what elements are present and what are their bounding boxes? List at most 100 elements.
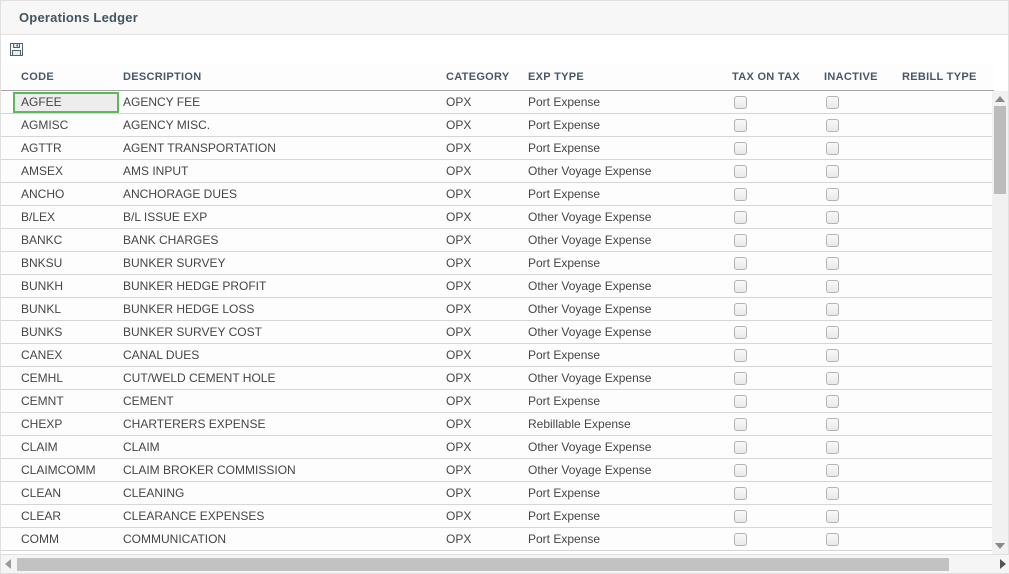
code-cell[interactable]: AGTTR — [1, 138, 123, 159]
code-cell[interactable]: COMM — [1, 529, 123, 550]
inactive-checkbox[interactable] — [826, 95, 839, 109]
scroll-right-arrow-icon[interactable] — [1000, 559, 1006, 569]
code-cell[interactable]: CLEAR — [1, 506, 123, 527]
tax-on-tax-checkbox[interactable] — [734, 463, 747, 477]
code-cell[interactable]: CLAIMCOMM — [1, 460, 123, 481]
column-header-category[interactable]: CATEGORY — [446, 71, 510, 83]
inactive-checkbox[interactable] — [826, 279, 839, 293]
description-cell[interactable]: CUT/WELD CEMENT HOLE — [123, 371, 276, 385]
exp-type-cell[interactable]: Port Expense — [528, 532, 601, 546]
category-cell[interactable]: OPX — [446, 302, 472, 316]
tax-on-tax-checkbox[interactable] — [734, 233, 747, 247]
description-cell[interactable]: BUNKER SURVEY — [123, 256, 226, 270]
tax-on-tax-checkbox[interactable] — [734, 509, 747, 523]
code-cell[interactable]: AMSEX — [1, 161, 123, 182]
code-cell-box[interactable]: CHEXP — [13, 414, 119, 435]
tax-on-tax-checkbox[interactable] — [734, 532, 747, 546]
vertical-scrollbar[interactable] — [992, 91, 1008, 554]
inactive-checkbox[interactable] — [826, 463, 839, 477]
tax-on-tax-checkbox[interactable] — [734, 118, 747, 132]
tax-on-tax-checkbox[interactable] — [734, 95, 747, 109]
code-cell-box[interactable]: BUNKL — [13, 299, 119, 320]
category-cell[interactable]: OPX — [446, 463, 472, 477]
exp-type-cell[interactable]: Port Expense — [528, 256, 601, 270]
code-cell[interactable]: CHEXP — [1, 414, 123, 435]
code-cell[interactable]: BANKC — [1, 230, 123, 251]
code-cell[interactable]: ANCHO — [1, 184, 123, 205]
exp-type-cell[interactable]: Rebillable Expense — [528, 417, 631, 431]
category-cell[interactable]: OPX — [446, 279, 472, 293]
horizontal-scrollbar[interactable] — [1, 554, 1009, 573]
code-cell[interactable]: B/LEX — [1, 207, 123, 228]
exp-type-cell[interactable]: Other Voyage Expense — [528, 164, 652, 178]
inactive-checkbox[interactable] — [826, 325, 839, 339]
description-cell[interactable]: AGENCY FEE — [123, 95, 201, 109]
category-cell[interactable]: OPX — [446, 256, 472, 270]
column-header-tax-on-tax[interactable]: TAX ON TAX — [732, 71, 800, 83]
exp-type-cell[interactable]: Other Voyage Expense — [528, 302, 652, 316]
description-cell[interactable]: CLEANING — [123, 486, 185, 500]
description-cell[interactable]: B/L ISSUE EXP — [123, 210, 208, 224]
inactive-checkbox[interactable] — [826, 532, 839, 546]
code-cell-box[interactable]: CEMHL — [13, 368, 119, 389]
category-cell[interactable]: OPX — [446, 532, 472, 546]
category-cell[interactable]: OPX — [446, 210, 472, 224]
code-cell[interactable]: CEMHL — [1, 368, 123, 389]
inactive-checkbox[interactable] — [826, 118, 839, 132]
tax-on-tax-checkbox[interactable] — [734, 141, 747, 155]
inactive-checkbox[interactable] — [826, 187, 839, 201]
column-header-inactive[interactable]: INACTIVE — [824, 71, 878, 83]
code-cell[interactable]: BUNKS — [1, 322, 123, 343]
tax-on-tax-checkbox[interactable] — [734, 302, 747, 316]
description-cell[interactable]: BUNKER HEDGE LOSS — [123, 302, 255, 316]
description-cell[interactable]: AGENCY MISC. — [123, 118, 211, 132]
code-cell[interactable]: CEMNT — [1, 391, 123, 412]
code-cell-box[interactable]: BUNKS — [13, 322, 119, 343]
code-cell-box[interactable]: CEMNT — [13, 391, 119, 412]
exp-type-cell[interactable]: Port Expense — [528, 348, 601, 362]
tax-on-tax-checkbox[interactable] — [734, 417, 747, 431]
description-cell[interactable]: CLAIM BROKER COMMISSION — [123, 463, 296, 477]
code-cell-box[interactable]: AGFEE — [13, 91, 119, 113]
scroll-down-arrow-icon[interactable] — [995, 543, 1005, 549]
horizontal-scrollbar-thumb[interactable] — [17, 558, 949, 571]
exp-type-cell[interactable]: Other Voyage Expense — [528, 233, 652, 247]
tax-on-tax-checkbox[interactable] — [734, 256, 747, 270]
code-cell[interactable]: BNKSU — [1, 253, 123, 274]
description-cell[interactable]: CHARTERERS EXPENSE — [123, 417, 266, 431]
category-cell[interactable]: OPX — [446, 371, 472, 385]
code-cell-box[interactable]: BUNKH — [13, 276, 119, 297]
tax-on-tax-checkbox[interactable] — [734, 394, 747, 408]
column-header-description[interactable]: DESCRIPTION — [123, 71, 202, 83]
tax-on-tax-checkbox[interactable] — [734, 164, 747, 178]
category-cell[interactable]: OPX — [446, 118, 472, 132]
category-cell[interactable]: OPX — [446, 141, 472, 155]
tax-on-tax-checkbox[interactable] — [734, 279, 747, 293]
column-header-code[interactable]: CODE — [21, 71, 54, 83]
category-cell[interactable]: OPX — [446, 509, 472, 523]
inactive-checkbox[interactable] — [826, 417, 839, 431]
tax-on-tax-checkbox[interactable] — [734, 440, 747, 454]
exp-type-cell[interactable]: Port Expense — [528, 394, 601, 408]
code-cell[interactable]: CANEX — [1, 345, 123, 366]
tax-on-tax-checkbox[interactable] — [734, 348, 747, 362]
tax-on-tax-checkbox[interactable] — [734, 210, 747, 224]
code-cell[interactable]: BUNKH — [1, 276, 123, 297]
column-header-exp-type[interactable]: EXP TYPE — [528, 71, 584, 83]
exp-type-cell[interactable]: Port Expense — [528, 95, 601, 109]
exp-type-cell[interactable]: Port Expense — [528, 141, 601, 155]
exp-type-cell[interactable]: Other Voyage Expense — [528, 325, 652, 339]
inactive-checkbox[interactable] — [826, 371, 839, 385]
description-cell[interactable]: BANK CHARGES — [123, 233, 219, 247]
exp-type-cell[interactable]: Other Voyage Expense — [528, 371, 652, 385]
code-cell-box[interactable]: BNKSU — [13, 253, 119, 274]
code-cell-box[interactable]: ANCHO — [13, 184, 119, 205]
code-cell[interactable]: AGFEE — [1, 91, 123, 113]
description-cell[interactable]: CEMENT — [123, 394, 174, 408]
category-cell[interactable]: OPX — [446, 95, 472, 109]
category-cell[interactable]: OPX — [446, 394, 472, 408]
category-cell[interactable]: OPX — [446, 164, 472, 178]
code-cell-box[interactable]: AMSEX — [13, 161, 119, 182]
save-button[interactable] — [7, 41, 25, 59]
code-cell[interactable]: CLEAN — [1, 483, 123, 504]
